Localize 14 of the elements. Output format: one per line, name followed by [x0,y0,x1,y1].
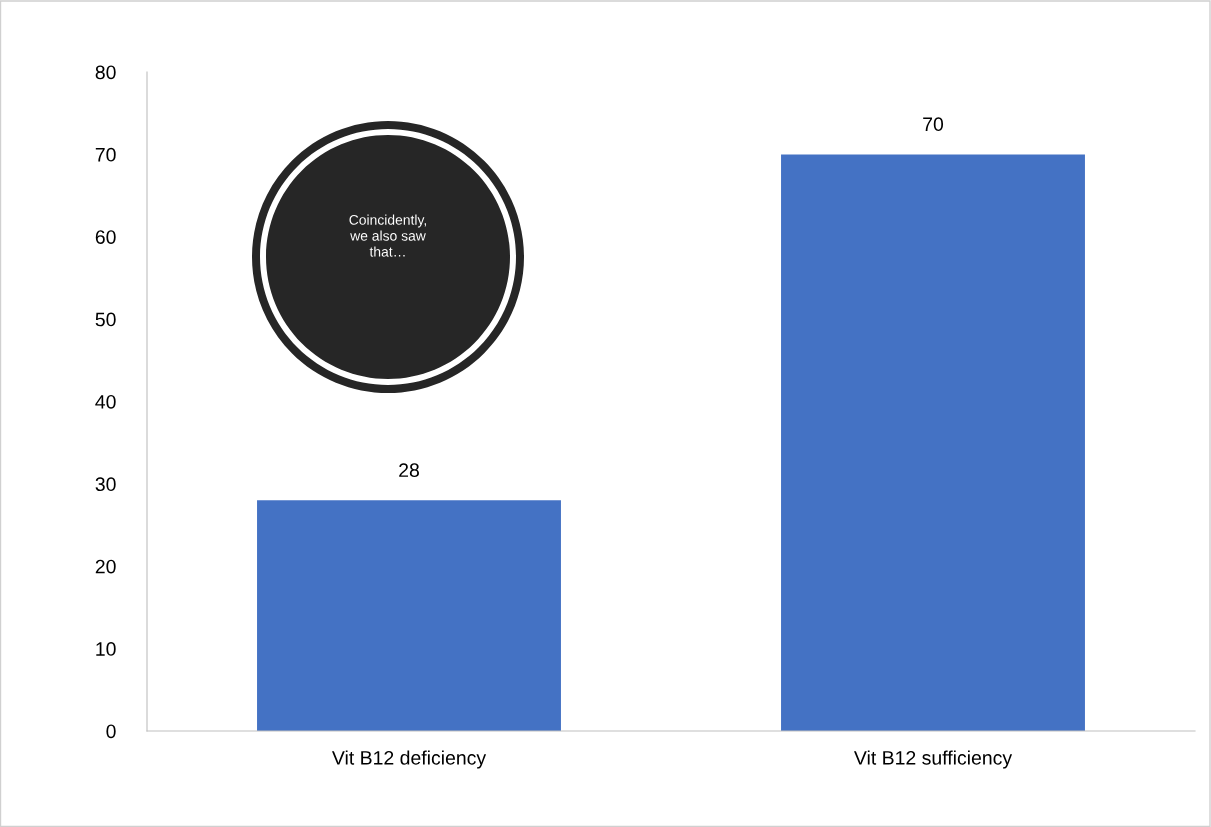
y-tick-label: 10 [96,642,116,656]
y-tick-label: 20 [95,559,116,574]
y-tick-label: 80 [95,65,116,80]
x-tick-label: Vit B12 deficiency [331,750,487,769]
y-tick-label: 50 [95,312,116,327]
data-label: 70 [923,117,944,132]
y-tick-label: 70 [95,147,116,162]
y-tick-label: 0 [106,724,116,739]
y-tick-label: 30 [95,477,116,492]
y-tick-label: 60 [95,230,116,244]
x-tick-label: Vit B12 sufficiency [853,750,1013,769]
annotation: Coincidently, we also saw that… [349,214,426,257]
data-label: 28 [399,463,419,478]
y-tick-label: 40 [95,394,116,409]
